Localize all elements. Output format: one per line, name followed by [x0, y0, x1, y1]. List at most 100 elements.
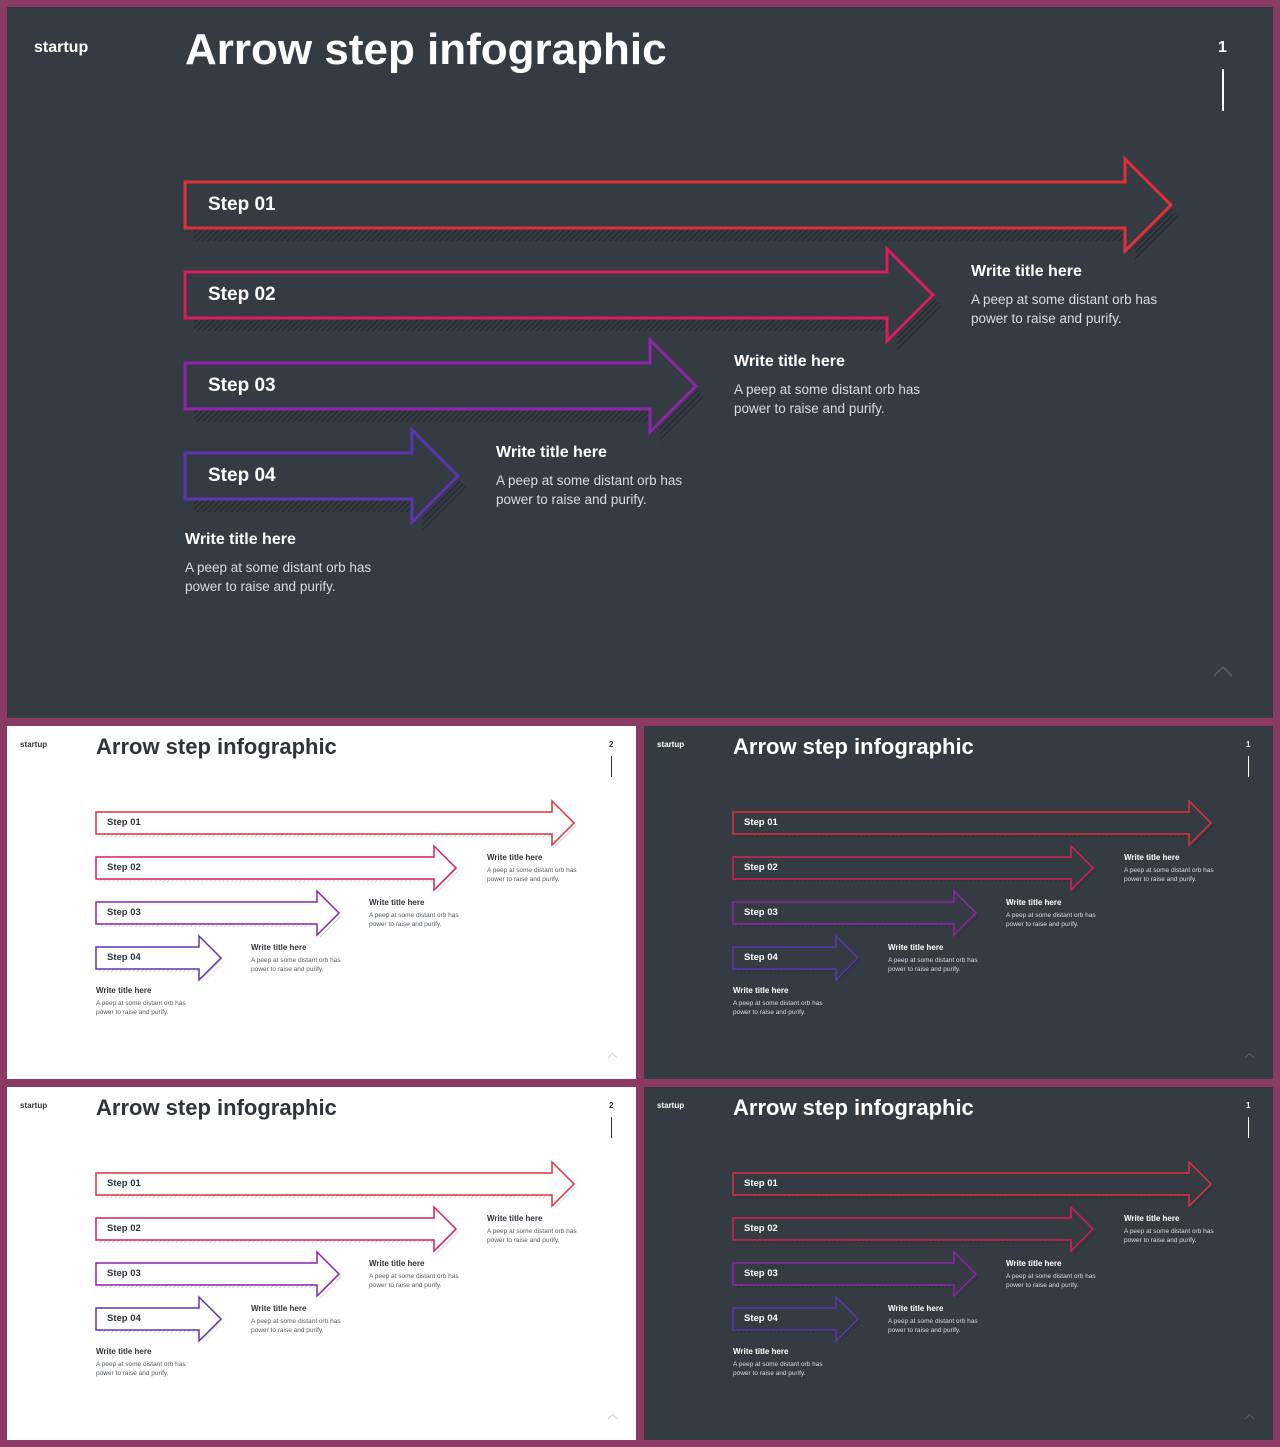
info-block-2: Write title here A peep at some distant …	[369, 1259, 459, 1289]
step-01-label: Step 01	[744, 1178, 778, 1189]
slide-thumbnail-4[interactable]: startup Arrow step infographic 1 Step 01 Ste…	[644, 1087, 1273, 1440]
info-block-1: Write title here A peep at some distant …	[1124, 1214, 1214, 1244]
info-block-bottom: Write title here A peep at some distant …	[185, 531, 371, 594]
info-desc-line2: power to raise and purify.	[487, 876, 560, 883]
arrow-group	[732, 1160, 1214, 1344]
info-block-bottom: Write title here A peep at some distant …	[96, 986, 186, 1016]
step-02-label: Step 02	[208, 284, 276, 305]
info-desc-line2: power to raise and purify.	[733, 1009, 806, 1016]
info-desc-line2: power to raise and purify.	[369, 1282, 442, 1289]
info-desc-line2: power to raise and purify.	[971, 311, 1122, 326]
step-03-arrow	[732, 889, 978, 937]
info-title: Write title here	[734, 353, 845, 370]
info-title: Write title here	[971, 263, 1082, 280]
step-02-label: Step 02	[107, 862, 141, 873]
info-block-2: Write title here A peep at some distant …	[1006, 898, 1096, 928]
step-04-arrow	[95, 1295, 223, 1343]
slide-title: Arrow step infographic	[96, 734, 337, 759]
info-title: Write title here	[369, 1259, 425, 1268]
info-desc-line1: A peep at some distant orb has	[888, 957, 978, 964]
step-01-arrow	[95, 799, 576, 847]
info-desc-line2: power to raise and purify.	[1124, 876, 1197, 883]
info-desc-line1: A peep at some distant orb has	[96, 1000, 186, 1007]
slide-thumbnail-3[interactable]: startup Arrow step infographic 2 Step 01 Ste…	[7, 1087, 636, 1440]
page-number: 2	[609, 1101, 614, 1110]
info-title: Write title here	[96, 1347, 152, 1356]
info-block-1: Write title here A peep at some distant …	[487, 1214, 577, 1244]
info-block-bottom: Write title here A peep at some distant …	[733, 986, 823, 1016]
info-desc-line1: A peep at some distant orb has	[496, 473, 683, 488]
info-title: Write title here	[1124, 1214, 1180, 1223]
page-number: 1	[1246, 740, 1251, 749]
step-03-arrow	[95, 1250, 341, 1298]
info-block-2: Write title here A peep at some distant …	[1006, 1259, 1096, 1289]
info-title: Write title here	[1124, 853, 1180, 862]
info-title: Write title here	[733, 1347, 789, 1356]
step-01-label: Step 01	[208, 194, 276, 215]
info-title: Write title here	[487, 1214, 543, 1223]
chevron-up-icon[interactable]	[1244, 1052, 1255, 1059]
info-desc-line1: A peep at some distant orb has	[369, 1273, 459, 1280]
step-02-label: Step 02	[744, 1223, 778, 1234]
page-number: 1	[1218, 39, 1227, 56]
step-01-label: Step 01	[107, 1178, 141, 1189]
step-02-arrow	[183, 245, 936, 345]
info-block-bottom: Write title here A peep at some distant …	[96, 1347, 186, 1377]
step-01-arrow	[183, 155, 1174, 255]
info-desc-line2: power to raise and purify.	[251, 1327, 324, 1334]
step-03-label: Step 03	[744, 907, 778, 918]
info-title: Write title here	[487, 853, 543, 862]
info-desc-line1: A peep at some distant orb has	[733, 1000, 823, 1007]
step-04-label: Step 04	[744, 1313, 778, 1324]
slide-thumbnail-2[interactable]: startup Arrow step infographic 1 Step 01 Ste…	[644, 726, 1273, 1079]
info-title: Write title here	[1006, 1259, 1062, 1268]
step-02-arrow	[95, 844, 458, 892]
slide-title: Arrow step infographic	[185, 25, 667, 74]
info-desc-line2: power to raise and purify.	[369, 921, 442, 928]
info-desc-line2: power to raise and purify.	[734, 401, 885, 416]
step-03-arrow	[95, 889, 341, 937]
info-desc-line2: power to raise and purify.	[888, 966, 961, 973]
brand-label: startup	[657, 1101, 685, 1110]
info-title: Write title here	[888, 1304, 944, 1313]
chevron-up-icon[interactable]	[607, 1052, 618, 1059]
step-03-label: Step 03	[107, 1268, 141, 1279]
slide-title: Arrow step infographic	[733, 1095, 974, 1120]
info-desc-line1: A peep at some distant orb has	[1124, 867, 1214, 874]
step-03-arrow	[732, 1250, 978, 1298]
info-desc-line2: power to raise and purify.	[487, 1237, 560, 1244]
info-desc-line1: A peep at some distant orb has	[185, 560, 372, 575]
info-block-3: Write title here A peep at some distant …	[496, 444, 682, 507]
info-title: Write title here	[496, 444, 607, 461]
info-desc-line2: power to raise and purify.	[96, 1009, 169, 1016]
info-title: Write title here	[733, 986, 789, 995]
info-title: Write title here	[1006, 898, 1062, 907]
slide-main[interactable]: startup Arrow step infographic 1 Step 01…	[7, 7, 1273, 718]
step-02-arrow	[95, 1205, 458, 1253]
chevron-up-icon[interactable]	[607, 1413, 618, 1420]
info-desc-line1: A peep at some distant orb has	[96, 1361, 186, 1368]
step-02-label: Step 02	[744, 862, 778, 873]
step-04-arrow	[732, 1295, 860, 1343]
slide-thumbnail-1[interactable]: startup Arrow step infographic 2 Step 01 Ste…	[7, 726, 636, 1079]
chevron-up-icon[interactable]	[1212, 664, 1234, 678]
info-desc-line1: A peep at some distant orb has	[888, 1318, 978, 1325]
info-block-1: Write title here A peep at some distant …	[487, 853, 577, 883]
brand-label: startup	[20, 1101, 48, 1110]
info-desc-line2: power to raise and purify.	[185, 579, 336, 594]
info-desc-line2: power to raise and purify.	[1006, 921, 1079, 928]
step-02-arrow	[732, 1205, 1095, 1253]
info-title: Write title here	[251, 943, 307, 952]
step-04-arrow	[95, 934, 223, 982]
page-divider	[611, 1117, 612, 1138]
page-divider	[1248, 756, 1249, 777]
step-04-label: Step 04	[107, 952, 141, 963]
arrow-group	[732, 799, 1214, 983]
arrow-group	[95, 799, 577, 983]
step-04-label: Step 04	[107, 1313, 141, 1324]
chevron-up-icon[interactable]	[1244, 1413, 1255, 1420]
step-02-arrow	[732, 844, 1095, 892]
brand-label: startup	[34, 39, 89, 56]
page-divider	[1222, 69, 1224, 111]
step-01-arrow	[732, 799, 1213, 847]
